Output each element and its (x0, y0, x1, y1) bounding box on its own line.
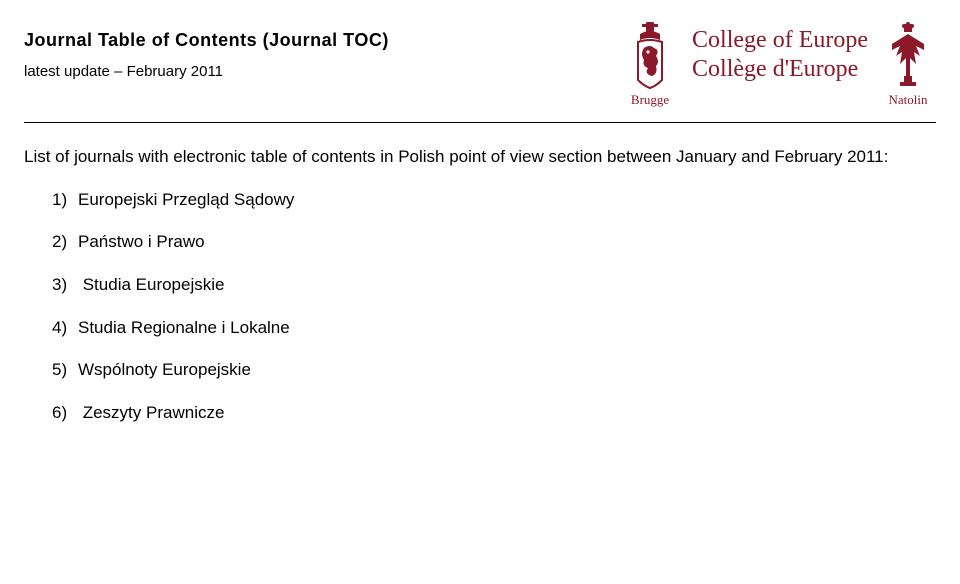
list-item: 1)Europejski Przegląd Sądowy (52, 188, 936, 213)
list-item: 3) Studia Europejskie (52, 273, 936, 298)
list-label: Zeszyty Prawnicze (78, 403, 224, 422)
list-label: Studia Europejskie (78, 275, 224, 294)
list-num: 5) (52, 358, 78, 383)
logo-natolin-block: Natolin (886, 20, 930, 108)
list-item: 4)Studia Regionalne i Lokalne (52, 316, 936, 341)
college-name-block: College of Europe Collège d'Europe (692, 20, 868, 84)
logo-brugge-block: Brugge (626, 20, 674, 108)
header-row: Journal Table of Contents (Journal TOC) … (0, 0, 960, 108)
college-line-2: Collège d'Europe (692, 55, 868, 84)
list-label: Europejski Przegląd Sądowy (78, 190, 294, 209)
list-item: 6) Zeszyty Prawnicze (52, 401, 936, 426)
header-left: Journal Table of Contents (Journal TOC) … (24, 20, 626, 80)
list-label: Studia Regionalne i Lokalne (78, 318, 290, 337)
college-line-1: College of Europe (692, 26, 868, 55)
intro-text: List of journals with electronic table o… (24, 145, 936, 170)
list-num: 3) (52, 273, 78, 298)
list-num: 6) (52, 401, 78, 426)
list-num: 1) (52, 188, 78, 213)
body-text: List of journals with electronic table o… (0, 123, 960, 425)
eagle-crest-icon (886, 20, 930, 90)
logo-brugge-caption: Brugge (631, 92, 669, 108)
list-item: 2)Państwo i Prawo (52, 230, 936, 255)
list-num: 4) (52, 316, 78, 341)
logo-natolin-caption: Natolin (889, 92, 928, 108)
list-num: 2) (52, 230, 78, 255)
page-title: Journal Table of Contents (Journal TOC) (24, 30, 626, 51)
page-subtitle: latest update – February 2011 (24, 63, 626, 80)
header-right: Brugge College of Europe Collège d'Europ… (626, 20, 930, 108)
list-label: Wspólnoty Europejskie (78, 360, 251, 379)
list-label: Państwo i Prawo (78, 232, 205, 251)
journal-list: 1)Europejski Przegląd Sądowy 2)Państwo i… (52, 188, 936, 426)
lion-crest-icon (626, 20, 674, 90)
list-item: 5)Wspólnoty Europejskie (52, 358, 936, 383)
